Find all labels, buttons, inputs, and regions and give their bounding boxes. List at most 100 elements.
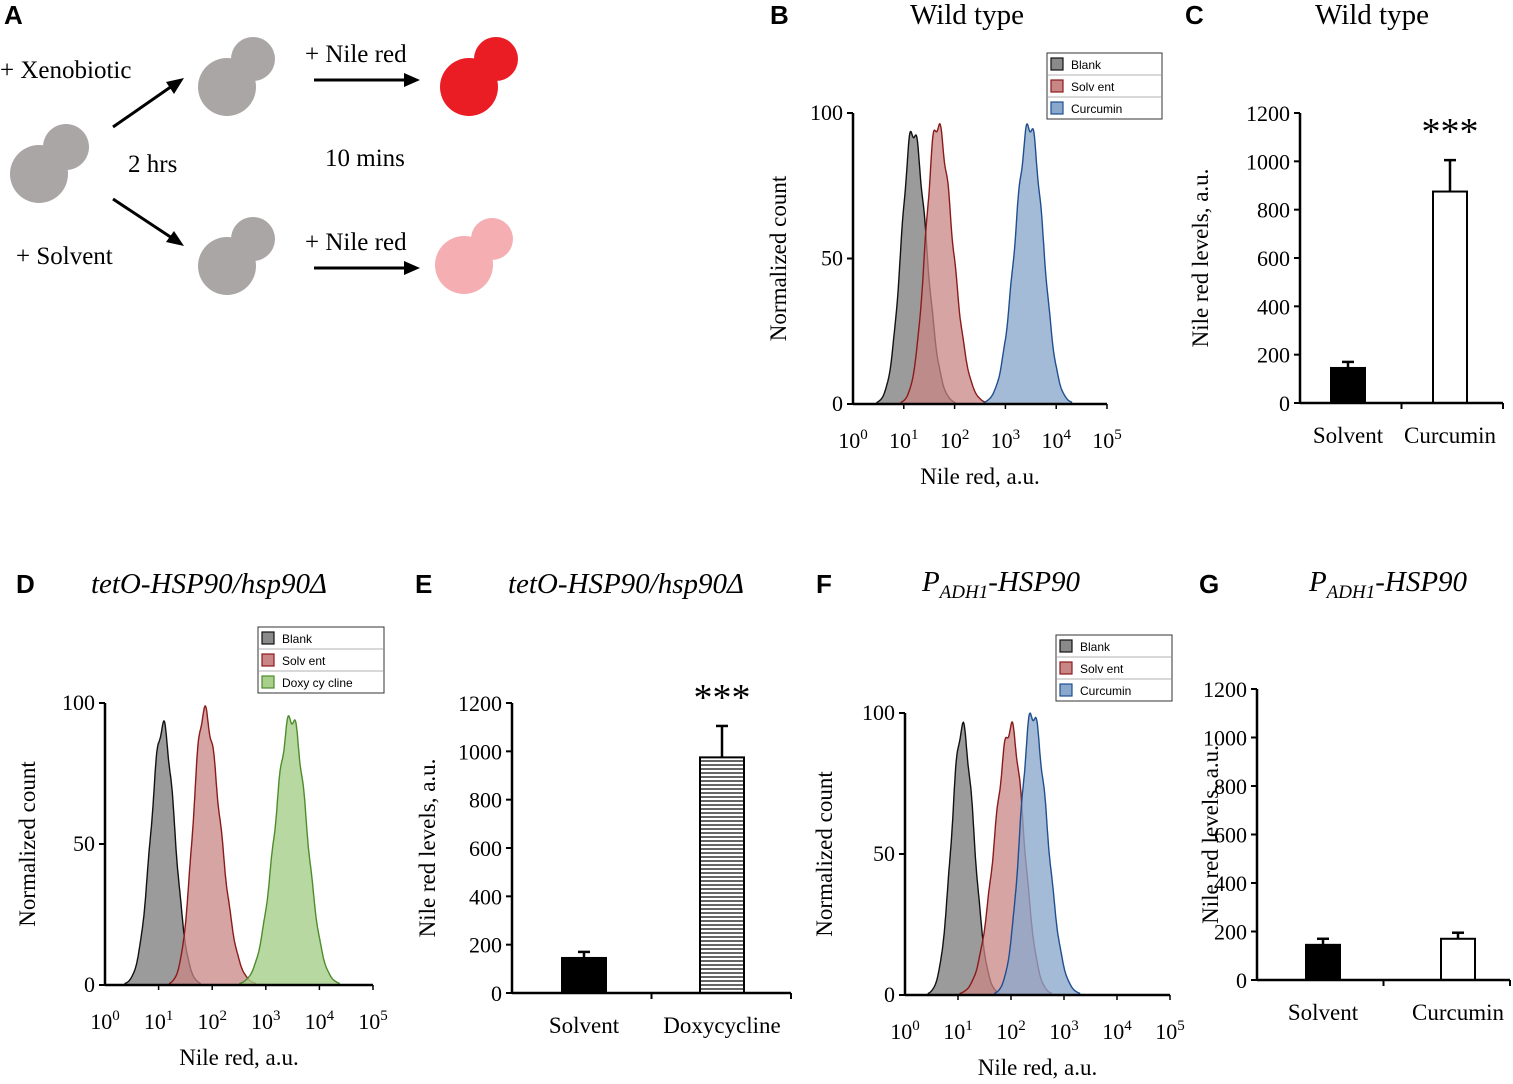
y-tick-label: 200 <box>1214 920 1247 945</box>
legend-swatch <box>1059 639 1073 653</box>
bar-curcumin <box>1432 190 1468 404</box>
x-tick-label: 105 <box>1092 427 1122 453</box>
y-tick-label: 1000 <box>1246 149 1290 174</box>
x-tick-label: 100 <box>90 1008 120 1034</box>
legend-swatch <box>1059 683 1073 697</box>
y-axis-label: Normalized count <box>812 771 837 937</box>
legend-swatch <box>1050 101 1064 115</box>
series-doxycycline <box>239 714 340 986</box>
y-tick-label: 1000 <box>1203 726 1247 751</box>
panel-label-f: F <box>816 569 832 599</box>
legend-entry: Blank <box>282 632 313 646</box>
y-tick-label: 1000 <box>458 739 502 764</box>
arrow-down-right <box>112 197 184 246</box>
y-tick-label: 50 <box>873 841 895 866</box>
arrow-right-bottom <box>314 261 420 275</box>
panel-label-e: E <box>415 569 432 599</box>
nile-red-label-top: + Nile red <box>305 41 407 68</box>
significance-stars: *** <box>694 677 751 719</box>
category-label: Curcumin <box>1412 1000 1504 1025</box>
y-tick-label: 50 <box>73 831 95 856</box>
y-axis-label: Nile red levels, a.u. <box>415 759 440 938</box>
yeast-cell-start <box>10 124 89 203</box>
legend-entry: Solv ent <box>1080 662 1124 676</box>
x-tick-label: 105 <box>1155 1018 1185 1044</box>
histogram-d: 0 50 100 100 101 102 103 104 105 Nile red, a.u. No… <box>15 626 388 1070</box>
legend-entry: Solv ent <box>282 654 326 668</box>
legend: Blank Solv ent Curcumin <box>1055 634 1173 702</box>
legend-swatch <box>1050 57 1064 71</box>
legend: Blank Solv ent Doxy cy cline <box>257 626 385 694</box>
bar-chart-e: Solvent Doxycycline *** 0 200 400 600 800 1000 12… <box>415 677 792 1038</box>
panel-label-b: B <box>770 0 789 30</box>
y-tick-label: 0 <box>1236 968 1247 993</box>
legend-entry: Blank <box>1080 640 1111 654</box>
y-tick-label: 800 <box>469 788 502 813</box>
panel-e-title: tetO-HSP90/hsp90Δ <box>508 568 744 600</box>
panel-f-title: PADH1-HSP90 <box>921 566 1081 603</box>
bar-curcumin <box>1440 937 1476 982</box>
time-2hrs-label: 2 hrs <box>128 151 177 178</box>
y-axis-label: Nile red levels, a.u. <box>1198 745 1223 924</box>
panel-label-g: G <box>1199 569 1219 599</box>
nile-red-label-bottom: + Nile red <box>305 229 407 256</box>
x-tick-label: 102 <box>996 1018 1026 1044</box>
legend-box <box>1046 52 1163 120</box>
series-solvent <box>900 122 987 405</box>
x-tick-label: 102 <box>197 1008 227 1034</box>
y-tick-label: 100 <box>810 100 843 125</box>
x-tick-label: 103 <box>251 1008 281 1034</box>
y-tick-label: 1200 <box>1203 677 1247 702</box>
significance-stars: *** <box>1422 111 1479 153</box>
xenobiotic-label: + Xenobiotic <box>0 57 131 84</box>
y-tick-label: 800 <box>1257 198 1290 223</box>
category-label: Solvent <box>549 1013 620 1038</box>
y-tick-label: 100 <box>862 700 895 725</box>
cell-body <box>10 145 68 203</box>
bar-chart-c: Solvent Curcumin *** 0 200 400 600 800 1000 1200 N… <box>1188 101 1504 448</box>
legend-box <box>1055 634 1173 702</box>
y-axis-label: Normalized count <box>766 175 791 341</box>
yeast-cell-bright-red <box>440 37 518 116</box>
bar-solvent <box>561 956 607 994</box>
x-axis-label: Nile red, a.u. <box>179 1045 298 1070</box>
x-tick-label: 104 <box>1041 427 1071 453</box>
x-tick-label: 103 <box>991 427 1021 453</box>
y-tick-label: 400 <box>1214 871 1247 896</box>
panel-d-title: tetO-HSP90/hsp90Δ <box>91 568 327 600</box>
y-tick-label: 1200 <box>1246 101 1290 126</box>
bar-chart-g: Solvent Curcumin 0 200 400 600 800 1000 1200 Nile… <box>1198 677 1511 1025</box>
series-solvent <box>168 705 257 986</box>
category-label: Curcumin <box>1404 423 1496 448</box>
x-tick-label: 100 <box>890 1018 920 1044</box>
y-tick-label: 600 <box>1214 823 1247 848</box>
category-label: Doxycycline <box>663 1013 781 1038</box>
legend: Blank Solv ent Curcumin <box>1046 52 1163 120</box>
legend-entry: Curcumin <box>1071 102 1122 116</box>
x-tick-label: 101 <box>943 1018 973 1044</box>
y-tick-label: 0 <box>832 391 843 416</box>
y-tick-label: 600 <box>469 836 502 861</box>
y-tick-label: 200 <box>1257 343 1290 368</box>
y-tick-label: 0 <box>491 981 502 1006</box>
time-10mins-label: 10 mins <box>325 145 405 172</box>
legend-swatch <box>1050 79 1064 93</box>
panel-g-title: PADH1-HSP90 <box>1308 566 1468 603</box>
category-label: Solvent <box>1313 423 1384 448</box>
histogram-b: 0 50 100 100 101 102 103 104 105 Nile red, a.u. No… <box>766 52 1163 489</box>
arrow-up-right <box>112 78 184 129</box>
legend-entry: Solv ent <box>1071 80 1115 94</box>
y-tick-label: 0 <box>1279 391 1290 416</box>
legend-entry: Doxy cy cline <box>282 676 353 690</box>
panel-label-a: A <box>4 0 23 30</box>
legend-entry: Blank <box>1071 58 1102 72</box>
x-tick-label: 102 <box>940 427 970 453</box>
panel-label-d: D <box>16 569 35 599</box>
x-tick-label: 100 <box>838 427 868 453</box>
x-tick-label: 104 <box>305 1008 335 1034</box>
legend-swatch <box>261 631 275 645</box>
y-tick-label: 800 <box>1214 774 1247 799</box>
legend-box <box>257 626 385 694</box>
y-axis-label: Nile red levels, a.u. <box>1188 169 1213 348</box>
